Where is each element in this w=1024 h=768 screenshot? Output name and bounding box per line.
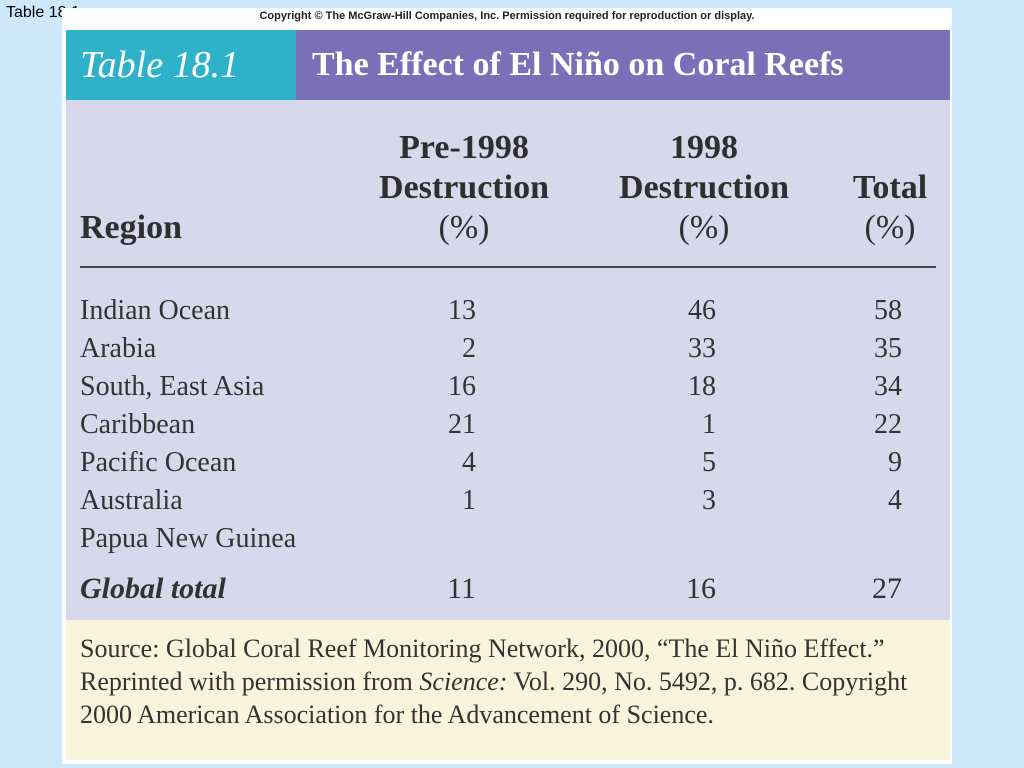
column-header-1998-line1: 1998 — [670, 129, 738, 166]
cell-1998: 33 — [688, 333, 716, 364]
column-header-total-spacer — [842, 128, 938, 168]
cell-total: 35 — [874, 333, 902, 364]
cell-region: Indian Ocean — [80, 295, 231, 326]
table-row: Indian Ocean 13 46 58 — [66, 292, 950, 330]
table-title: The Effect of El Niño on Coral Reefs — [296, 30, 950, 100]
column-header-1998: 1998 Destruction (%) — [606, 128, 802, 248]
cell-region: Australia — [80, 485, 183, 516]
column-header-1998-unit: (%) — [678, 209, 730, 246]
cell-1998: 1 — [702, 409, 716, 440]
table-row: South, East Asia 16 18 34 — [66, 368, 950, 406]
cell-region: Pacific Ocean — [80, 447, 237, 478]
cell-total: 9 — [888, 447, 902, 478]
table-row: Arabia 2 33 35 — [66, 330, 950, 368]
source-text-after: Vol. 290, No. 5492, p. 682. Copyright 20… — [80, 667, 908, 729]
column-header-pre1998-line2: Destruction — [379, 169, 549, 206]
cell-pre1998: 1 — [462, 485, 476, 516]
slide-label: Table 18.1 — [6, 4, 80, 21]
cell-total: 34 — [874, 371, 902, 402]
cell-region: Papua New Guinea — [80, 523, 297, 554]
column-header-total-line1: Total — [852, 169, 928, 206]
cell-total: 27 — [872, 572, 902, 605]
column-header-pre1998: Pre-1998 Destruction (%) — [366, 128, 562, 248]
global-total-row: Global total 11 16 27 — [66, 570, 950, 608]
cell-1998: 5 — [702, 447, 716, 478]
table-panel: Copyright © The McGraw-Hill Companies, I… — [62, 8, 952, 764]
table-number: Table 18.1 — [66, 30, 296, 100]
cell-1998: 16 — [686, 572, 716, 605]
source-journal: Science: — [419, 667, 508, 696]
column-header-total-unit: (%) — [864, 209, 916, 246]
cell-total: 22 — [874, 409, 902, 440]
cell-region: Caribbean — [80, 409, 196, 440]
cell-pre1998: 11 — [447, 572, 476, 605]
cell-1998: 3 — [702, 485, 716, 516]
column-header-region-label: Region — [80, 209, 182, 246]
source-note: Source: Global Coral Reef Monitoring Net… — [66, 620, 950, 760]
copyright-notice: Copyright © The McGraw-Hill Companies, I… — [259, 10, 755, 22]
cell-region: Global total — [80, 572, 226, 605]
column-header-pre1998-line1: Pre-1998 — [399, 129, 529, 166]
column-header-total: Total (%) — [842, 128, 938, 248]
cell-pre1998: 13 — [448, 295, 476, 326]
table-body: Region Pre-1998 Destruction (%) 1998 Des… — [66, 100, 950, 620]
cell-total: 58 — [874, 295, 902, 326]
table-header-bar: Table 18.1 The Effect of El Niño on Cora… — [66, 30, 950, 100]
cell-region: Arabia — [80, 333, 157, 364]
header-divider — [80, 266, 936, 268]
source-text-before: Source: Global Coral Reef Monitoring Net… — [80, 634, 885, 696]
column-header-region: Region — [80, 208, 182, 248]
cell-pre1998: 2 — [462, 333, 476, 364]
cell-1998: 46 — [688, 295, 716, 326]
cell-pre1998: 4 — [462, 447, 476, 478]
table-row: Papua New Guinea — [66, 520, 950, 558]
table-row: Caribbean 21 1 22 — [66, 406, 950, 444]
cell-total: 4 — [888, 485, 902, 516]
cell-pre1998: 16 — [448, 371, 476, 402]
column-header-1998-line2: Destruction — [619, 169, 789, 206]
cell-pre1998: 21 — [448, 409, 476, 440]
table-row: Australia 1 3 4 — [66, 482, 950, 520]
table-row: Pacific Ocean 4 5 9 — [66, 444, 950, 482]
cell-region: South, East Asia — [80, 371, 265, 402]
column-header-pre1998-unit: (%) — [438, 209, 490, 246]
cell-1998: 18 — [688, 371, 716, 402]
